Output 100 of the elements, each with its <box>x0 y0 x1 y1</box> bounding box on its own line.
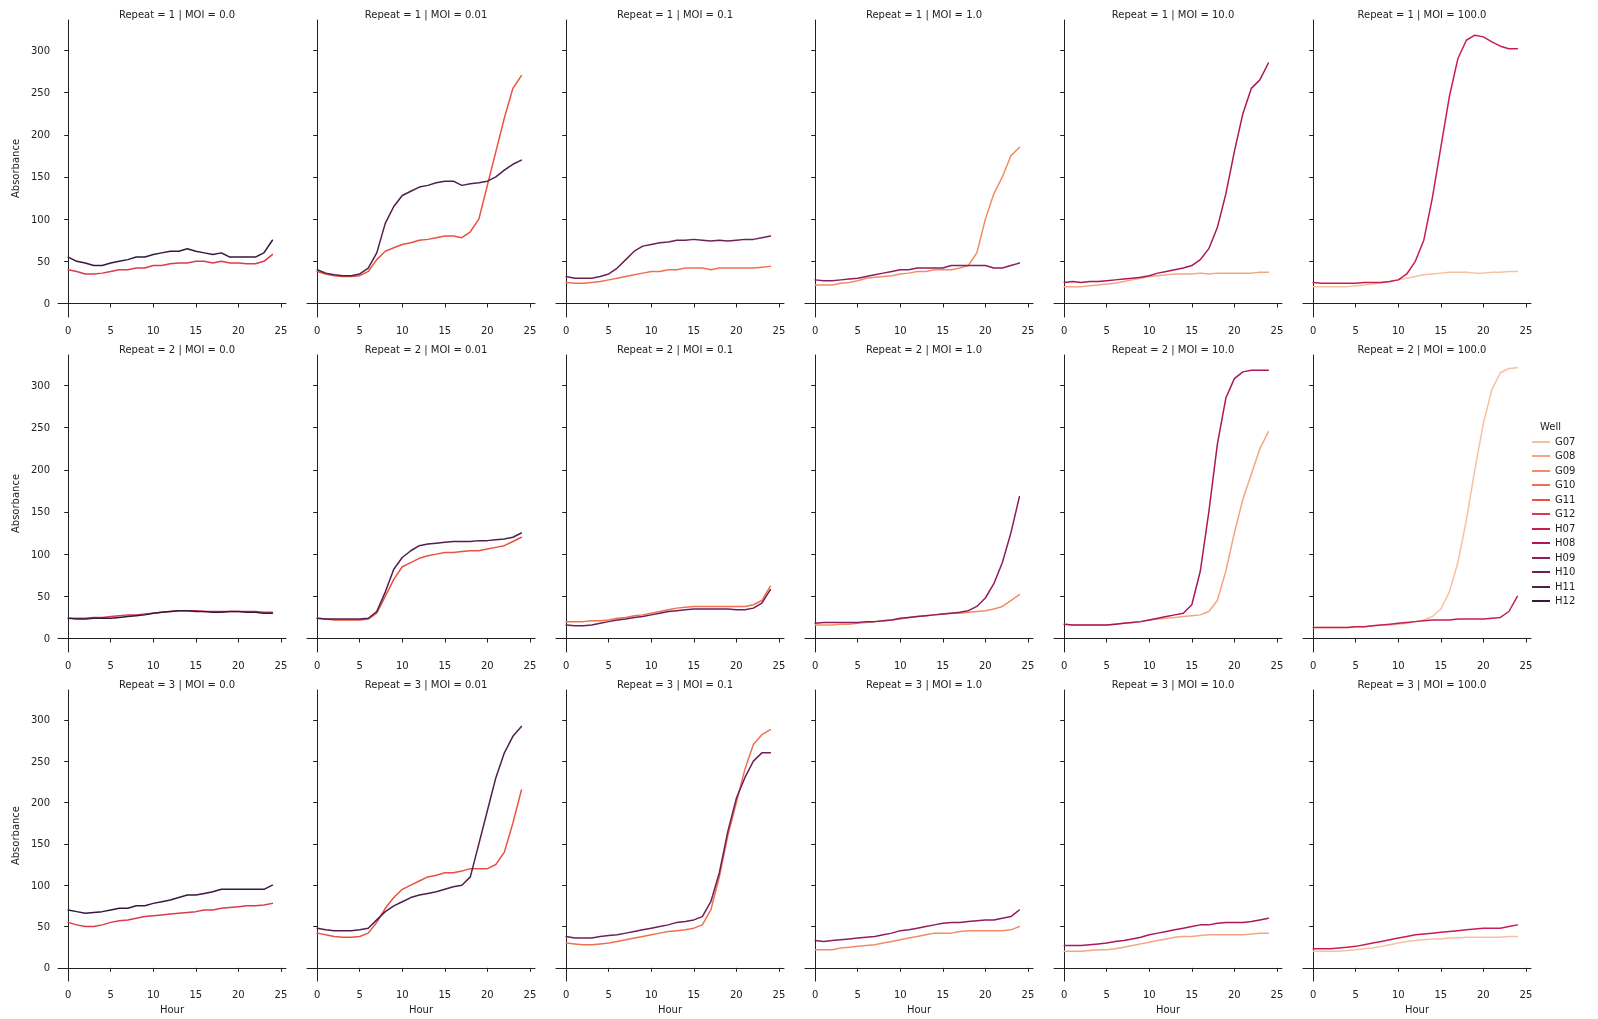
x-tick-label: 25 <box>1021 659 1035 671</box>
x-tick-label: 25 <box>523 988 537 1000</box>
x-tick-label: 10 <box>1391 324 1405 336</box>
x-tick-label: 20 <box>978 659 992 671</box>
x-tick-label: 0 <box>563 988 570 1000</box>
x-tick-label: 10 <box>1391 659 1405 671</box>
chart-title: Repeat = 3 | MOI = 1.0 <box>865 678 983 691</box>
legend-label: G08 <box>1555 449 1576 463</box>
x-tick-label: 15 <box>936 659 950 671</box>
x-tick-label: 0 <box>65 324 72 336</box>
y-tick-label: 100 <box>30 213 50 225</box>
x-tick-label: 10 <box>893 988 907 1000</box>
y-tick-label: 250 <box>30 422 50 434</box>
chart-title: Repeat = 2 | MOI = 10.0 <box>1111 343 1235 356</box>
x-tick-label: 15 <box>687 988 701 1000</box>
chart-title: Repeat = 3 | MOI = 100.0 <box>1357 678 1487 691</box>
chart-title: Repeat = 3 | MOI = 0.1 <box>616 678 734 691</box>
x-tick-label: 25 <box>274 988 288 1000</box>
x-tick-label: 10 <box>1142 988 1156 1000</box>
x-tick-label: 25 <box>1519 324 1533 336</box>
chart-title: Repeat = 3 | MOI = 10.0 <box>1111 678 1235 691</box>
legend-label: H08 <box>1555 536 1576 550</box>
x-tick-label: 20 <box>1227 659 1241 671</box>
legend-label: H07 <box>1555 521 1576 536</box>
x-tick-label: 5 <box>1352 324 1359 336</box>
x-tick-label: 25 <box>1270 988 1284 1000</box>
x-tick-label: 5 <box>1103 324 1110 336</box>
x-tick-label: 25 <box>1270 659 1284 671</box>
x-tick-label: 15 <box>189 659 203 671</box>
x-tick-label: 20 <box>1476 659 1490 671</box>
x-tick-label: 20 <box>729 988 743 1000</box>
y-tick-label: 100 <box>30 548 50 560</box>
x-tick-label: 20 <box>231 659 245 671</box>
x-tick-label: 0 <box>812 659 819 671</box>
y-tick-label: 150 <box>30 171 50 183</box>
x-tick-label: 25 <box>274 324 288 336</box>
x-tick-label: 20 <box>729 659 743 671</box>
x-tick-label: 0 <box>563 659 570 671</box>
x-tick-label: 20 <box>480 659 494 671</box>
x-tick-label: 0 <box>1061 988 1068 1000</box>
x-tick-label: 20 <box>1227 324 1241 336</box>
x-tick-label: 15 <box>936 324 950 336</box>
y-axis-title: Absorbance <box>9 473 21 534</box>
chart-title: Repeat = 1 | MOI = 0.0 <box>118 8 236 21</box>
x-tick-label: 20 <box>231 988 245 1000</box>
x-tick-label: 15 <box>189 324 203 336</box>
x-tick-label: 15 <box>189 988 203 1000</box>
x-tick-label: 15 <box>438 324 452 336</box>
x-tick-label: 0 <box>1310 988 1317 1000</box>
legend-label: G10 <box>1555 478 1576 492</box>
y-tick-label: 50 <box>37 255 50 267</box>
x-tick-label: 15 <box>1185 324 1199 336</box>
x-tick-label: 5 <box>1103 988 1110 1000</box>
x-tick-label: 20 <box>480 988 494 1000</box>
y-tick-label: 0 <box>43 298 50 309</box>
y-tick-label: 300 <box>30 44 50 56</box>
x-tick-label: 10 <box>146 659 160 671</box>
x-tick-label: 15 <box>1185 659 1199 671</box>
x-tick-label: 10 <box>893 324 907 336</box>
chart-title: Repeat = 1 | MOI = 1.0 <box>865 8 983 21</box>
chart-title: Repeat = 2 | MOI = 100.0 <box>1357 343 1487 356</box>
x-tick-label: 15 <box>1434 659 1448 671</box>
x-tick-label: 25 <box>1270 324 1284 336</box>
x-axis-title: Hour <box>159 1003 185 1015</box>
x-tick-label: 20 <box>480 324 494 336</box>
x-tick-label: 10 <box>1391 988 1405 1000</box>
line-series <box>67 239 274 267</box>
x-tick-label: 0 <box>1061 324 1068 336</box>
x-tick-label: 10 <box>395 659 409 671</box>
x-tick-label: 10 <box>395 988 409 1000</box>
line-series <box>67 902 274 928</box>
x-tick-label: 0 <box>1310 659 1317 671</box>
x-tick-label: 0 <box>812 324 819 336</box>
y-tick-label: 50 <box>37 921 50 933</box>
x-axis-title: Hour <box>906 1003 932 1015</box>
x-tick-label: 5 <box>854 988 861 1000</box>
x-tick-label: 25 <box>772 988 786 1000</box>
y-tick-label: 250 <box>30 87 50 99</box>
x-tick-label: 25 <box>523 324 537 336</box>
x-tick-label: 5 <box>605 988 612 1000</box>
x-tick-label: 20 <box>231 324 245 336</box>
x-tick-label: 5 <box>356 988 363 1000</box>
x-tick-label: 0 <box>812 988 819 1000</box>
x-tick-label: 0 <box>65 659 72 671</box>
y-tick-label: 250 <box>30 755 50 767</box>
x-tick-label: 15 <box>438 659 452 671</box>
x-tick-label: 10 <box>644 988 658 1000</box>
line-series <box>67 253 274 275</box>
x-tick-label: 25 <box>1519 988 1533 1000</box>
legend-label: G12 <box>1555 507 1576 521</box>
y-axis-title: Absorbance <box>9 138 21 199</box>
x-tick-label: 0 <box>65 988 72 1000</box>
y-tick-label: 100 <box>30 879 50 891</box>
chart-title: Repeat = 1 | MOI = 0.1 <box>616 8 734 21</box>
x-tick-label: 5 <box>107 659 114 671</box>
x-tick-label: 5 <box>356 659 363 671</box>
legend-label: G11 <box>1555 492 1576 507</box>
x-tick-label: 25 <box>274 659 288 671</box>
chart-title: Repeat = 1 | MOI = 0.01 <box>364 8 488 21</box>
legend-label: G07 <box>1555 434 1576 449</box>
